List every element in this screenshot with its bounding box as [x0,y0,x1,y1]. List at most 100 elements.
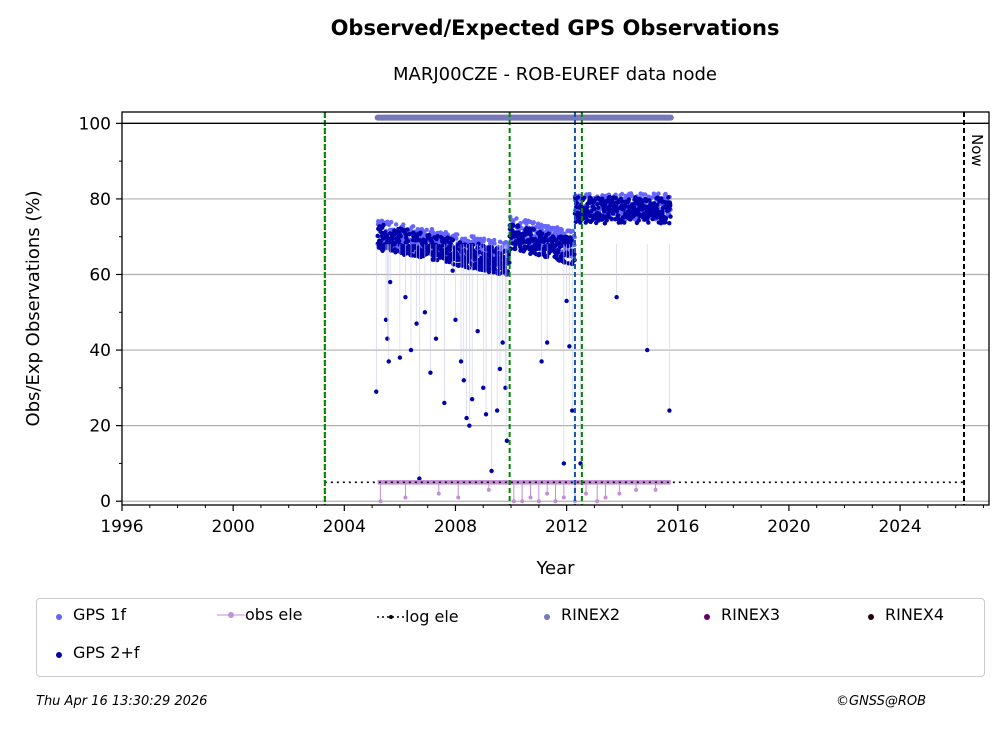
data-point [569,238,574,243]
data-point [546,231,551,236]
data-point [534,238,540,243]
footer-credit: ©GNSS@ROB [836,694,927,709]
data-point [537,243,543,248]
data-point [492,237,497,243]
data-point [466,265,472,271]
data-point [514,216,519,221]
data-point [430,239,435,245]
chart-title: Observed/Expected GPS Observations [330,16,780,40]
data-point [435,233,440,239]
data-point [469,396,475,402]
data-point [405,239,411,244]
data-point [483,412,489,417]
data-point [458,359,464,364]
data-point [561,461,567,466]
obs-ele-point [403,495,408,500]
data-point [414,321,419,326]
data-point [464,243,470,249]
data-point [651,191,657,196]
data-point [461,378,466,383]
data-point [626,197,632,202]
y-tick-label: 100 [79,114,111,134]
data-point [397,355,403,360]
data-point [526,240,532,245]
data-point [442,400,447,406]
x-tick-label: 1996 [100,517,143,537]
data-point [589,209,594,214]
data-point [567,344,572,349]
x-tick-label: 2016 [656,517,699,537]
y-axis-label: Obs/Exp Observations (%) [23,190,44,426]
data-point [500,340,505,345]
x-tick-label: 2024 [878,517,921,537]
data-point [422,310,428,315]
x-axis-label: Year [535,558,575,579]
data-point [375,233,380,239]
data-point [542,238,547,243]
data-point [544,340,550,345]
data-point [476,241,481,247]
data-point [507,260,512,265]
data-point [655,202,660,208]
data-point [570,228,575,234]
data-point [592,206,597,212]
data-point [581,195,587,200]
data-point [655,195,661,200]
vertical-lines: Now [323,112,986,505]
data-point [417,476,422,481]
obs-ele-point [553,499,558,504]
data-point [450,268,455,273]
data-point [539,231,545,236]
data-point [619,191,625,197]
data-point [463,236,468,241]
data-point [531,220,536,225]
obs-ele-point [378,499,383,504]
data-point [615,213,621,218]
data-point [405,227,410,232]
data-point [403,294,408,300]
data-point [407,231,412,237]
data-point [609,216,614,221]
data-point [560,254,566,259]
data-point [614,294,619,300]
data-point [643,192,648,197]
data-point [445,251,450,256]
data-point [667,408,672,413]
data-point [663,215,669,221]
obs-ele-point [528,495,533,500]
data-point [528,232,533,238]
obs-ele-point [634,487,639,492]
data-point [492,266,498,272]
data-point [398,234,403,239]
data-point [457,240,463,245]
legend-rinex3: RINEX3 [693,605,780,624]
legend-gps1f: GPS 1f [45,605,126,624]
data-point [502,265,508,270]
obs-ele-point [520,499,525,504]
data-point [516,224,521,229]
data-point [595,202,600,207]
y-tick-label: 0 [100,492,111,512]
obs-ele-point [584,491,589,496]
data-point [374,389,379,394]
data-point [386,359,391,364]
data-point [616,216,621,221]
x-tick-label: 2012 [545,517,588,537]
data-point [418,230,423,235]
data-point [486,269,492,275]
data-point [481,385,486,391]
footer-timestamp: Thu Apr 16 13:30:29 2026 [36,694,208,709]
data-point [519,226,524,231]
x-tick-label: 2004 [323,517,366,537]
data-point [636,218,641,223]
data-point [539,359,544,364]
data-point [454,236,459,241]
data-point [447,247,453,253]
legend-rinex4: RINEX4 [857,605,944,624]
data-point [475,328,480,334]
x-tick-label: 2020 [767,517,810,537]
data-point [426,232,432,238]
data-point [492,241,497,246]
obs-ele-point [561,495,566,500]
